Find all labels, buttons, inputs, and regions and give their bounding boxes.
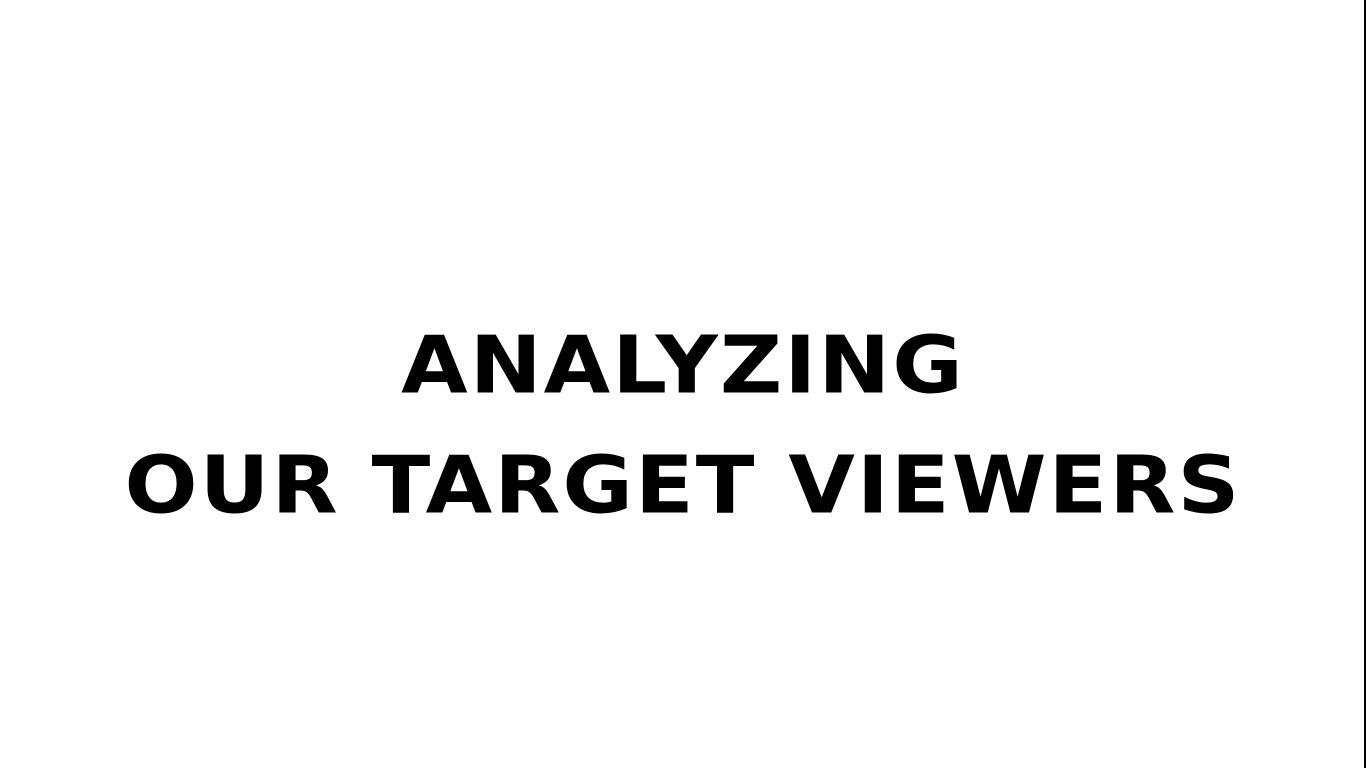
title-line-2: OUR TARGET VIEWERS	[124, 440, 1242, 532]
title-line-1: ANALYZING	[401, 320, 965, 412]
right-edge-border	[1364, 0, 1366, 768]
slide-title: ANALYZING OUR TARGET VIEWERS	[0, 306, 1366, 546]
